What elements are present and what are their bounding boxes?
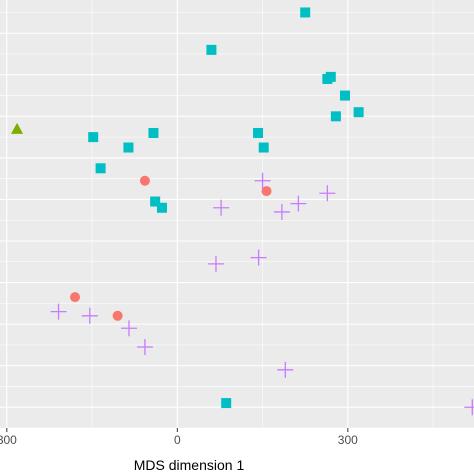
plot-panel bbox=[0, 0, 474, 428]
point-cross bbox=[50, 303, 67, 320]
point-square bbox=[325, 71, 336, 82]
point-circle bbox=[112, 310, 123, 321]
point-square bbox=[150, 196, 161, 207]
point-cross bbox=[81, 307, 98, 324]
x-tick-label: 0 bbox=[174, 433, 181, 447]
point-square bbox=[156, 202, 167, 213]
grid-minor bbox=[0, 0, 474, 429]
x-axis-title: MDS dimension 1 bbox=[134, 457, 245, 473]
x-tick-label: 300 bbox=[338, 433, 358, 447]
data-points bbox=[11, 7, 474, 416]
point-cross bbox=[121, 320, 138, 337]
point-cross bbox=[254, 172, 271, 189]
point-cross bbox=[290, 195, 307, 212]
point-square bbox=[330, 111, 341, 122]
point-square bbox=[339, 90, 350, 101]
point-square bbox=[253, 127, 264, 138]
point-circle bbox=[70, 292, 81, 303]
point-square bbox=[123, 142, 134, 153]
point-cross bbox=[136, 338, 153, 355]
point-cross bbox=[277, 361, 294, 378]
point-cross bbox=[464, 399, 474, 416]
point-cross bbox=[207, 255, 224, 272]
point-square bbox=[95, 163, 106, 174]
point-square bbox=[221, 398, 232, 409]
point-triangle bbox=[11, 122, 24, 134]
point-square bbox=[88, 132, 99, 143]
point-square bbox=[300, 7, 311, 18]
x-tick-label: 300 bbox=[0, 433, 17, 447]
grid-major bbox=[0, 0, 474, 428]
point-cross bbox=[273, 203, 290, 220]
point-circle bbox=[139, 175, 150, 186]
point-square bbox=[353, 107, 364, 118]
point-cross bbox=[319, 185, 336, 202]
point-square bbox=[148, 127, 159, 138]
point-cross bbox=[213, 199, 230, 216]
point-square bbox=[258, 142, 269, 153]
point-cross bbox=[250, 249, 267, 266]
point-square bbox=[206, 44, 217, 55]
point-circle bbox=[261, 186, 272, 197]
x-axis-ticks: 300 0 300 bbox=[0, 428, 358, 447]
